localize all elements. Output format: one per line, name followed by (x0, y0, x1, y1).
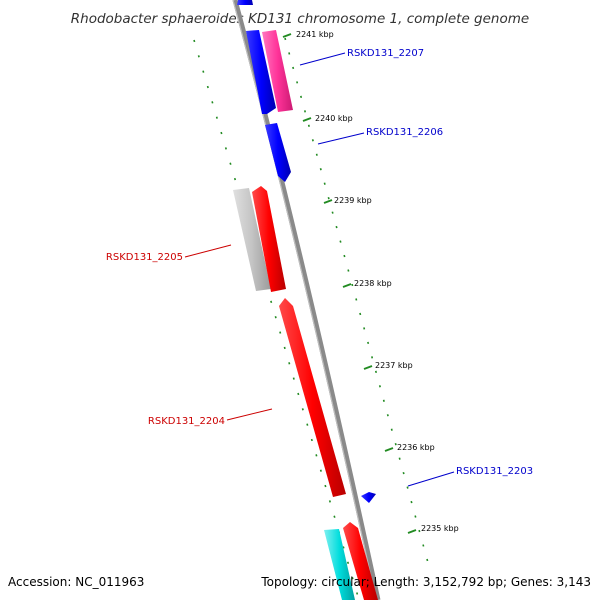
tick-label-2239: 2239 kbp (334, 196, 372, 205)
tick-mark (282, 33, 292, 38)
gene-feature[interactable] (246, 30, 276, 114)
gene-feature[interactable] (343, 522, 378, 600)
genome-backbone-highlight (232, 0, 377, 600)
tick-mark (384, 447, 394, 452)
outer-tick-track (284, 37, 431, 571)
gene-label[interactable]: RSKD131_2204 (148, 416, 225, 427)
gene-label[interactable]: RSKD131_2207 (347, 48, 424, 59)
tick-label-2241: 2241 kbp (296, 30, 334, 39)
tick-label-2238: 2238 kbp (354, 279, 392, 288)
tick-label-2240: 2240 kbp (315, 114, 353, 123)
accession-text: Accession: NC_011963 (8, 575, 144, 589)
tick-mark (363, 365, 373, 370)
gene-label-2205[interactable]: RSKD131_2205 (106, 244, 232, 263)
tick-mark (342, 283, 352, 288)
gene-label-2204[interactable]: RSKD131_2204 (148, 408, 273, 427)
gene-label-2203[interactable]: RSKD131_2203 (407, 466, 533, 487)
gene-label[interactable]: RSKD131_2205 (106, 252, 183, 263)
label-leader-line (226, 408, 273, 421)
gene-feature[interactable] (237, 0, 253, 5)
gene-label-2207[interactable]: RSKD131_2207 (299, 48, 424, 66)
gene-feature[interactable] (265, 123, 291, 182)
gene-feature[interactable] (262, 30, 293, 112)
gene-feature[interactable] (252, 186, 286, 292)
label-leader-line (317, 132, 365, 145)
genome-summary-text: Topology: circular; Length: 3,152,792 bp… (260, 575, 591, 589)
major-ticks (282, 33, 417, 534)
label-leader-line (299, 52, 346, 66)
gene-feature[interactable] (361, 492, 376, 503)
tick-mark (323, 199, 333, 204)
map-title: Rhodobacter sphaeroides KD131 chromosome… (71, 11, 529, 27)
label-leader-line (184, 244, 232, 258)
tick-mark (302, 117, 312, 122)
gene-feature[interactable] (233, 188, 271, 291)
gene-feature[interactable] (279, 298, 346, 497)
tick-label-2236: 2236 kbp (397, 443, 435, 452)
tick-label-2237: 2237 kbp (375, 361, 413, 370)
inner-dotted-track (193, 39, 360, 600)
gene-label-2206[interactable]: RSKD131_2206 (317, 127, 443, 145)
gene-label[interactable]: RSKD131_2203 (456, 466, 533, 477)
tick-mark (407, 529, 417, 534)
gene-feature[interactable] (324, 529, 355, 600)
label-leader-line (407, 471, 455, 487)
tick-label-2235: 2235 kbp (421, 524, 459, 533)
gene-label[interactable]: RSKD131_2206 (366, 127, 443, 138)
